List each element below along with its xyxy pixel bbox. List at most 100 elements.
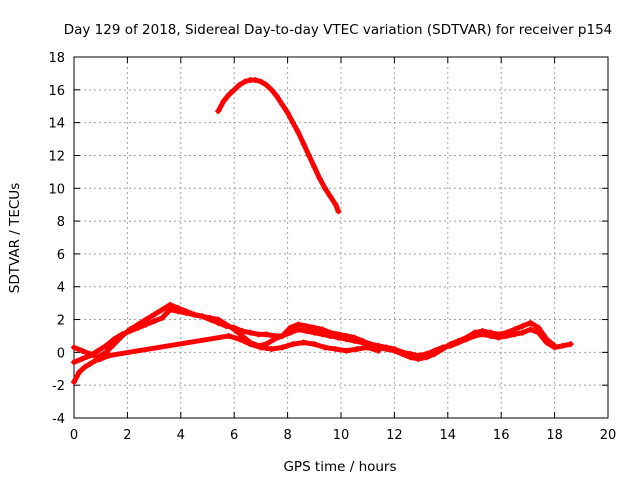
- data-point: [279, 344, 286, 351]
- data-point: [252, 76, 259, 83]
- data-point: [255, 331, 262, 338]
- y-tick-label: 12: [48, 149, 65, 164]
- data-point: [127, 326, 134, 333]
- y-tick-label: -2: [52, 379, 65, 394]
- y-tick-label: 4: [57, 281, 65, 296]
- data-point: [295, 321, 302, 328]
- data-point: [447, 341, 454, 348]
- x-tick-label: 0: [70, 428, 78, 443]
- data-point: [415, 355, 422, 362]
- data-point: [439, 346, 446, 353]
- data-point: [79, 347, 86, 354]
- data-point: [354, 346, 361, 353]
- data-point: [284, 109, 291, 116]
- series-satellite-arc-high: [215, 76, 342, 215]
- data-point: [103, 342, 110, 349]
- data-point: [220, 98, 227, 105]
- data-point: [503, 329, 510, 336]
- y-tick-label: 8: [57, 215, 65, 230]
- data-point: [231, 326, 238, 333]
- data-point: [551, 342, 558, 349]
- data-point: [247, 76, 254, 83]
- data-point: [567, 341, 574, 348]
- series-track: [71, 333, 381, 385]
- data-point: [231, 86, 238, 93]
- data-point: [247, 329, 254, 336]
- data-point: [399, 351, 406, 358]
- data-point: [316, 175, 323, 182]
- data-point: [335, 208, 342, 215]
- data-point: [495, 331, 502, 338]
- x-tick-label: 14: [440, 428, 457, 443]
- data-point: [300, 140, 307, 147]
- data-point: [87, 360, 94, 367]
- data-point: [71, 344, 77, 351]
- data-point: [111, 341, 118, 348]
- x-tick-label: 8: [283, 428, 291, 443]
- data-point: [215, 316, 222, 323]
- data-point: [359, 337, 366, 344]
- data-point: [159, 306, 166, 313]
- data-point: [268, 346, 275, 353]
- data-point: [271, 336, 278, 343]
- axis-ticks: 0 2 4 6 8 10 12 14 16 18 20 -4 -2 0 2 4 6 8 10 12 14 16 18: [48, 51, 616, 443]
- data-point: [487, 329, 494, 336]
- data-point: [391, 347, 398, 354]
- data-point: [535, 324, 542, 331]
- data-point: [375, 347, 382, 354]
- data-point: [321, 344, 328, 351]
- data-point: [332, 346, 339, 353]
- data-point: [519, 329, 526, 336]
- data-point: [97, 355, 104, 362]
- data-point: [241, 78, 248, 85]
- data-point: [247, 341, 254, 348]
- data-point: [183, 308, 190, 315]
- data-point: [151, 311, 158, 318]
- data-point: [383, 346, 390, 353]
- data-point: [76, 369, 83, 376]
- data-point: [303, 323, 310, 330]
- data-point: [135, 321, 142, 328]
- y-axis-label: SDTVAR / TECUs: [7, 183, 23, 293]
- data-point: [311, 341, 318, 348]
- data-point: [559, 342, 566, 349]
- y-tick-label: 2: [57, 314, 65, 329]
- x-tick-label: 4: [177, 428, 185, 443]
- data-point: [527, 319, 534, 326]
- data-point: [289, 341, 296, 348]
- series-satellite-tracks-low-3: [71, 332, 382, 385]
- data-point: [273, 93, 280, 100]
- data-point: [321, 185, 328, 192]
- data-point: [105, 352, 112, 359]
- x-tick-label: 12: [386, 428, 403, 443]
- data-point: [423, 354, 430, 361]
- data-point: [236, 81, 243, 88]
- y-tick-label: 16: [48, 84, 65, 99]
- x-tick-label: 16: [493, 428, 510, 443]
- chart-title: Day 129 of 2018, Sidereal Day-to-day VTE…: [64, 22, 613, 38]
- data-point: [289, 119, 296, 126]
- y-tick-label: 6: [57, 248, 65, 263]
- data-point: [223, 321, 230, 328]
- data-point: [471, 329, 478, 336]
- data-point: [295, 129, 302, 136]
- data-point: [279, 332, 286, 339]
- data-point: [311, 324, 318, 331]
- data-point: [236, 336, 243, 343]
- data-point: [263, 81, 270, 88]
- data-point: [463, 334, 470, 341]
- data-point: [225, 91, 232, 98]
- data-point: [343, 347, 350, 354]
- y-tick-label: 18: [48, 51, 65, 66]
- data-point: [191, 311, 198, 318]
- data-point: [79, 355, 86, 362]
- data-point: [87, 351, 94, 358]
- x-tick-label: 2: [123, 428, 131, 443]
- data-point: [143, 316, 150, 323]
- data-point: [519, 323, 526, 330]
- data-point: [207, 314, 214, 321]
- data-point: [225, 332, 232, 339]
- data-point: [327, 329, 334, 336]
- y-tick-label: 0: [57, 346, 65, 361]
- data-point: [327, 193, 334, 200]
